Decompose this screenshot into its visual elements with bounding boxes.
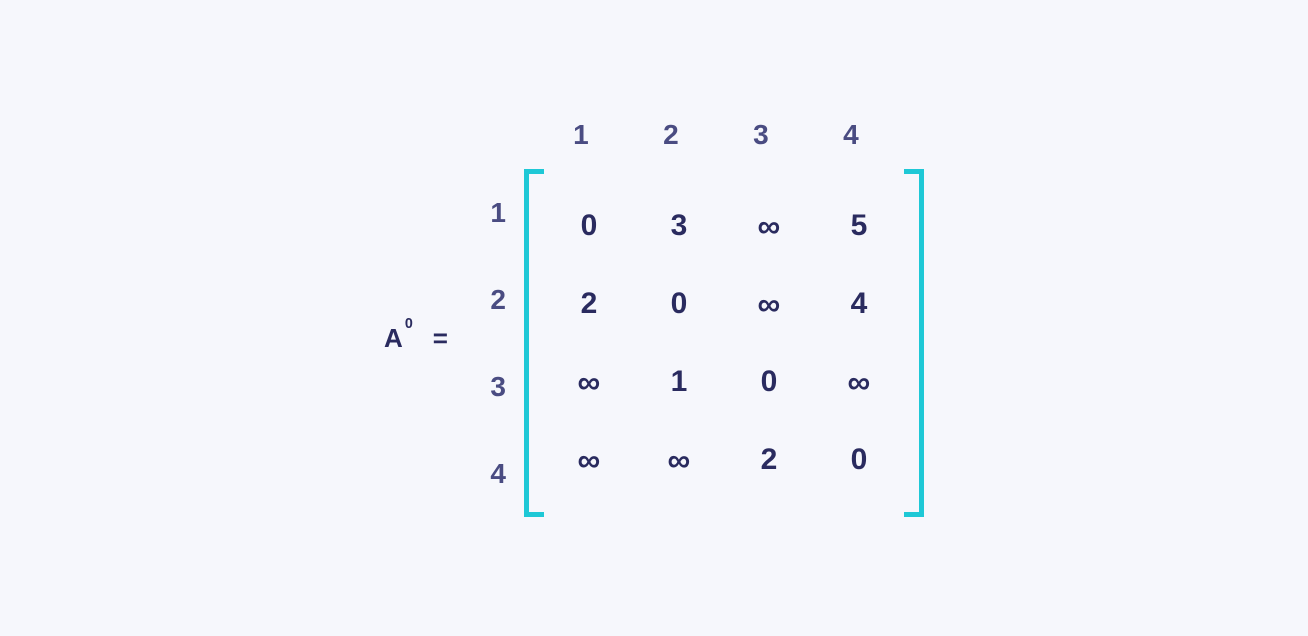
- matrix-row: ∞ ∞ 2 0: [544, 421, 904, 499]
- col-header: 1: [536, 119, 626, 151]
- matrix-row: ∞ 1 0 ∞: [544, 343, 904, 421]
- col-header: 3: [716, 119, 806, 151]
- matrix-name: A: [384, 323, 403, 353]
- left-bracket: [524, 169, 544, 517]
- matrix-area: 1 2 3 4 1 2 3 4 0 3 ∞ 5 2: [478, 119, 924, 517]
- cell: 2: [544, 287, 634, 321]
- row-header: 2: [478, 261, 506, 339]
- matrix-row: 2 0 ∞ 4: [544, 265, 904, 343]
- matrix-name-label: A0: [384, 323, 413, 354]
- label-group: A0 =: [384, 323, 448, 354]
- column-headers: 1 2 3 4: [478, 119, 924, 151]
- cell: ∞: [634, 442, 724, 479]
- cell: 5: [814, 209, 904, 243]
- row-header: 3: [478, 348, 506, 426]
- cell: 0: [634, 287, 724, 321]
- row-headers: 1 2 3 4: [478, 169, 506, 517]
- matrix-superscript: 0: [405, 316, 413, 332]
- cell: 4: [814, 287, 904, 321]
- cell: 1: [634, 365, 724, 399]
- row-header: 4: [478, 435, 506, 513]
- cell: 0: [814, 443, 904, 477]
- matrix-body: 1 2 3 4 0 3 ∞ 5 2 0 ∞ 4: [478, 169, 924, 517]
- cell: 2: [724, 443, 814, 477]
- cell: ∞: [724, 208, 814, 245]
- matrix-diagram: A0 = 1 2 3 4 1 2 3 4 0 3 ∞ 5: [384, 119, 924, 517]
- right-bracket: [904, 169, 924, 517]
- col-header: 2: [626, 119, 716, 151]
- cell: 0: [724, 365, 814, 399]
- cell: 3: [634, 209, 724, 243]
- cell: ∞: [814, 364, 904, 401]
- cell: ∞: [544, 442, 634, 479]
- matrix-cells: 0 3 ∞ 5 2 0 ∞ 4 ∞ 1 0 ∞ ∞: [544, 169, 904, 517]
- col-header: 4: [806, 119, 896, 151]
- cell: ∞: [724, 286, 814, 323]
- matrix-row: 0 3 ∞ 5: [544, 187, 904, 265]
- cell: 0: [544, 209, 634, 243]
- cell: ∞: [544, 364, 634, 401]
- equals-sign: =: [433, 323, 448, 354]
- row-header: 1: [478, 174, 506, 252]
